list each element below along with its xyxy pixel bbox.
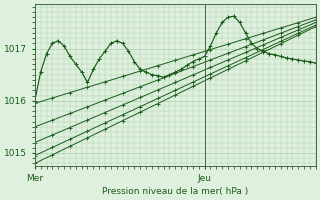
X-axis label: Pression niveau de la mer( hPa ): Pression niveau de la mer( hPa ): [102, 187, 248, 196]
